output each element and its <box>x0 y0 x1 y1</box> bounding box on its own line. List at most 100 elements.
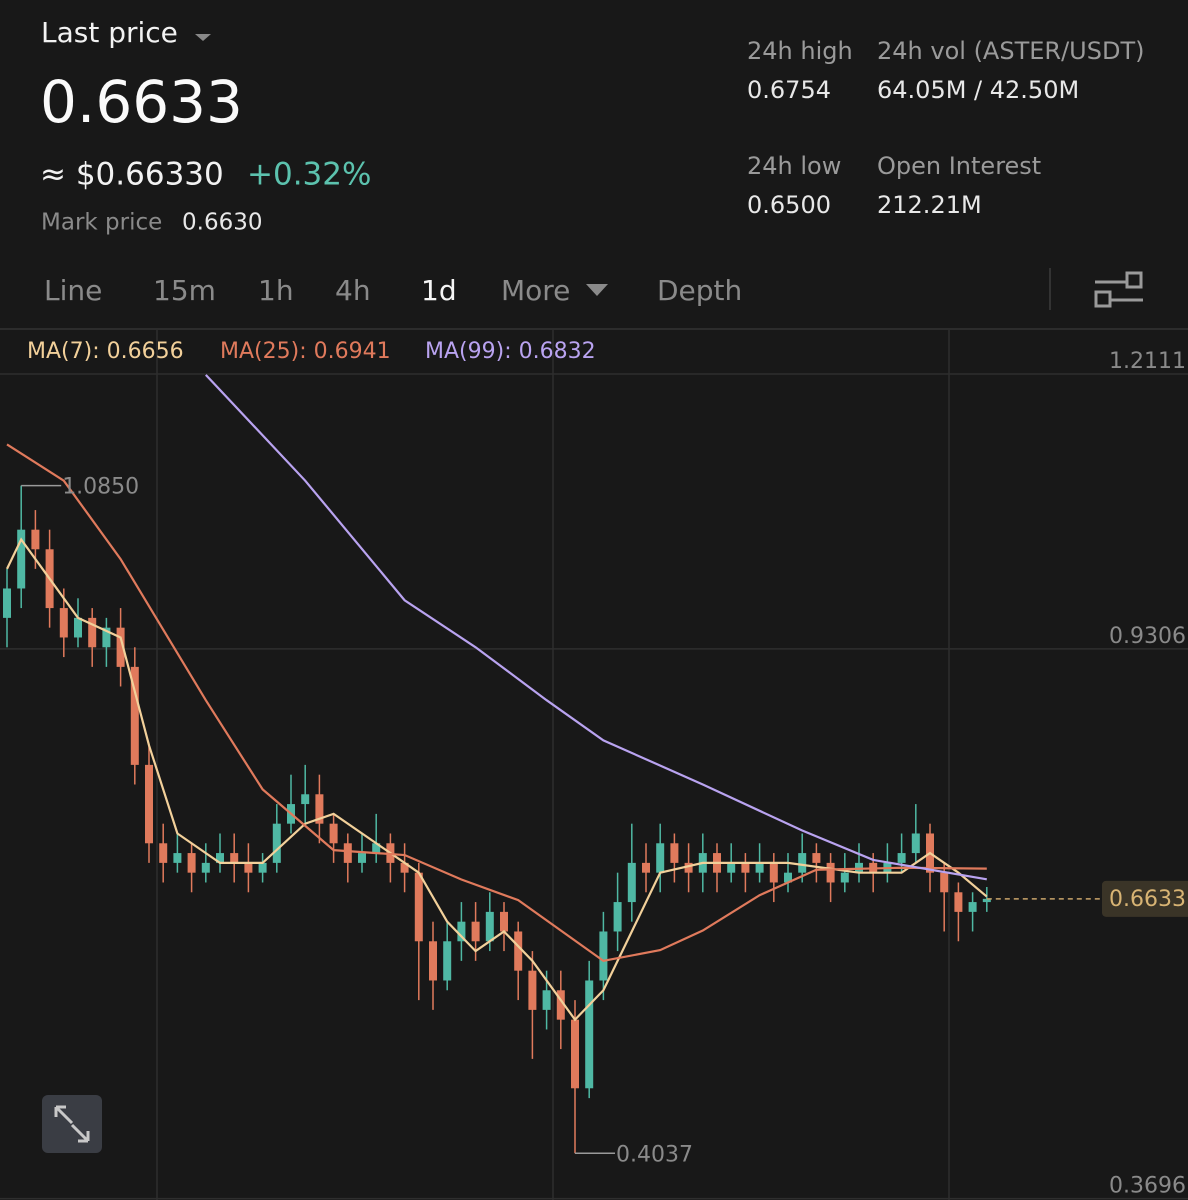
tab-active[interactable]: 1d <box>421 274 457 307</box>
candle-body <box>485 911 494 942</box>
high-marker-label: 1.0850 <box>62 475 139 500</box>
candle-body <box>443 941 452 981</box>
candle-body <box>826 862 835 883</box>
candle-body <box>642 862 650 873</box>
candle-body <box>216 853 224 863</box>
candle-body <box>627 862 636 903</box>
candle-body <box>145 764 153 844</box>
stat-label: 24h high <box>747 37 853 65</box>
ma-line <box>6 537 988 1022</box>
legend-entry: MA(7): 0.6656 <box>27 339 184 364</box>
last-price-label: 0.6633 <box>1109 887 1186 912</box>
usd-price: ≈ $0.66330 <box>40 157 224 193</box>
candle-body <box>798 853 807 873</box>
candle-body <box>755 862 764 873</box>
price: 0.6633 <box>40 68 243 136</box>
candle-body <box>130 666 139 765</box>
candle-body <box>613 902 622 932</box>
candle-body <box>556 990 565 1020</box>
y-tick-label: 0.3696 <box>1109 1174 1186 1199</box>
tab[interactable]: More <box>501 274 570 307</box>
change: +0.32% <box>247 157 371 193</box>
candle-body <box>741 862 750 873</box>
candle-body <box>31 529 40 550</box>
stat-label: Open Interest <box>877 152 1041 180</box>
candle-body <box>329 823 338 844</box>
last-price-label[interactable]: Last price <box>41 16 178 49</box>
legend-entry: MA(25): 0.6941 <box>220 339 391 364</box>
candle-body <box>414 872 423 942</box>
tab[interactable]: 1h <box>258 274 294 307</box>
ma-line <box>6 443 987 963</box>
candle-body <box>59 608 68 638</box>
candle-body <box>769 862 778 883</box>
tab[interactable]: 4h <box>335 274 371 307</box>
candle-body <box>272 823 281 863</box>
y-tick-label: 0.9306 <box>1109 624 1186 649</box>
dropdown-icon[interactable] <box>195 34 211 41</box>
candle-body <box>840 872 849 883</box>
v-grid <box>156 330 950 1200</box>
candle-body <box>187 853 196 873</box>
tab[interactable]: Depth <box>657 274 742 307</box>
candle-body <box>500 911 508 932</box>
settings-icon[interactable] <box>1094 271 1143 308</box>
candle-body <box>684 862 693 873</box>
candle-body <box>528 970 537 1010</box>
expand-button[interactable] <box>42 1095 102 1153</box>
ma-line <box>204 374 987 881</box>
candle-body <box>102 627 111 648</box>
candle-body <box>88 617 97 648</box>
candle-body <box>74 617 82 638</box>
stat-value: 0.6500 <box>747 191 831 219</box>
candle-body <box>471 921 480 942</box>
stat-value: 0.6754 <box>747 76 831 104</box>
candle-body <box>911 833 920 854</box>
last-price-tag <box>1102 880 1188 917</box>
candle-body <box>3 588 11 618</box>
candle-body <box>315 794 324 824</box>
y-tick-label: 1.2111 <box>1109 349 1186 374</box>
stat-value: 212.21M <box>877 191 982 219</box>
stat-label: 24h vol (ASTER/USDT) <box>877 37 1144 65</box>
candle-body <box>372 843 381 854</box>
candle-body <box>230 853 239 863</box>
candle-body <box>897 853 906 863</box>
plot: 1.2111 0.9306 0.3696 MA(7): 0.6656 MA(25): 0… <box>0 339 1188 1200</box>
candle-body <box>429 941 437 981</box>
candle-body <box>201 862 210 873</box>
candle-body <box>301 794 310 805</box>
mark-value: 0.6630 <box>182 210 262 236</box>
candle-body <box>656 843 665 873</box>
stat-value: 64.05M / 42.50M <box>877 76 1079 104</box>
candle-body <box>173 853 182 863</box>
candle-body <box>17 529 26 589</box>
candle-body <box>343 843 352 863</box>
candle-body <box>954 892 963 912</box>
candle-body <box>670 843 679 863</box>
candle-body <box>400 862 409 873</box>
stat-label: 24h low <box>747 152 841 180</box>
candle-body <box>258 862 267 873</box>
candle-body <box>457 921 466 942</box>
candle-body <box>812 853 821 863</box>
candle-body <box>514 931 523 971</box>
candle-body <box>244 862 253 873</box>
candle-body <box>940 872 949 893</box>
candle-body <box>784 872 792 883</box>
candle-body <box>585 980 594 1089</box>
candle-body <box>571 1019 579 1089</box>
candle-body <box>968 902 977 912</box>
mark-label: Mark price <box>41 210 162 236</box>
more-icon <box>586 284 608 296</box>
candle-body <box>982 898 991 903</box>
candle-body <box>358 853 366 863</box>
candle-body <box>116 627 125 667</box>
candle-body <box>599 931 608 981</box>
tab[interactable]: 15m <box>153 274 216 307</box>
low-marker-label: 0.4037 <box>616 1142 693 1167</box>
tab[interactable]: Line <box>44 274 102 307</box>
candle-body <box>542 990 551 1010</box>
